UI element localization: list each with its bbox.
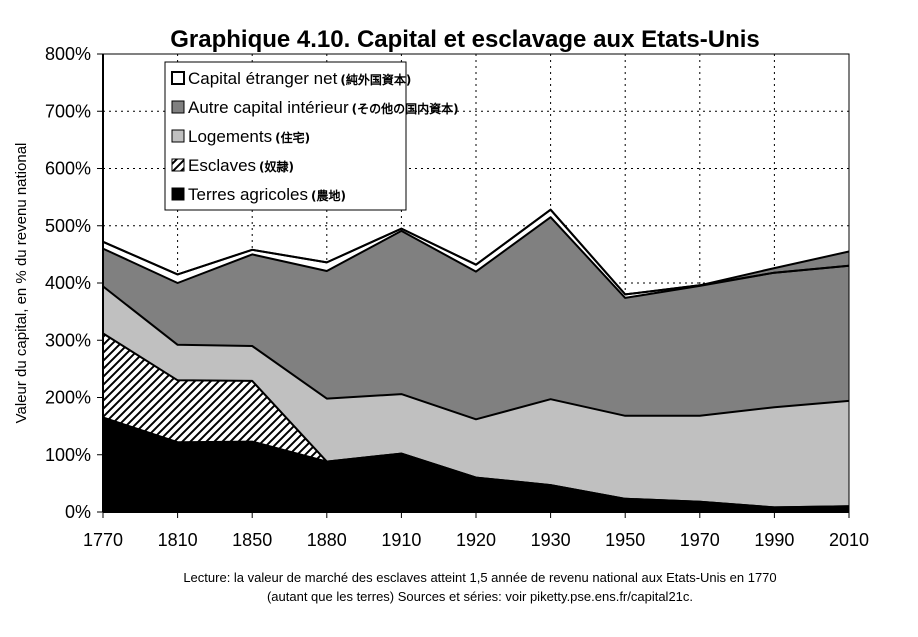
legend: Capital étranger net (純外国資本) Autre capital…: [164, 61, 459, 211]
sources-note: (autant que les terres) Sources et série…: [267, 589, 693, 604]
x-tick-label: 1910: [381, 530, 421, 550]
area-autre-capital-int-rieur: [103, 217, 849, 420]
legend-box: [164, 61, 407, 211]
y-axis-label: Valeur du capital, en % du revenu nation…: [13, 143, 30, 424]
area-terres-agricoles: [103, 417, 849, 512]
legend-entry: Esclaves (奴隷): [188, 156, 294, 175]
x-tick-label: 1920: [456, 530, 496, 550]
y-tick-labels: 0% 100% 200% 300% 400% 500% 600% 700% 800%: [45, 44, 103, 522]
legend-label: Logements: [188, 127, 272, 146]
y-tick-label: 0%: [65, 502, 91, 522]
legend-swatch: [171, 100, 185, 114]
y-tick-label: 100%: [45, 445, 91, 465]
chart-title: Graphique 4.10. Capital et esclavage aux…: [170, 26, 760, 53]
boundary-esclaves: [102, 332, 850, 509]
area-esclaves: [103, 333, 849, 508]
y-tick-label: 500%: [45, 216, 91, 236]
legend-swatch: [171, 158, 185, 172]
x-tick-label: 2010: [829, 530, 869, 550]
y-tick-label: 600%: [45, 159, 91, 179]
boundary-capital-tranger-net-n-gatif: [102, 208, 850, 296]
y-tick-label: 400%: [45, 273, 91, 293]
x-tick-label: 1950: [605, 530, 645, 550]
legend-entry: Capital étranger net (純外国資本): [188, 69, 411, 88]
legend-swatch: [171, 71, 185, 85]
legend-entry: Autre capital intérieur (その他の国内資本): [188, 98, 459, 117]
legend-label-jp: (住宅): [275, 130, 310, 145]
x-tick-label: 1810: [158, 530, 198, 550]
legend-label: Esclaves: [188, 156, 256, 175]
area-logements: [103, 286, 849, 508]
area-boundaries: [102, 208, 850, 509]
legend-label: Terres agricoles: [188, 185, 308, 204]
legend-label-jp: (農地): [311, 188, 346, 203]
x-tick-label: 1990: [754, 530, 794, 550]
x-tick-label: 1850: [232, 530, 272, 550]
x-tick-label: 1970: [680, 530, 720, 550]
legend-label: Capital étranger net: [188, 69, 338, 88]
legend-entry: Terres agricoles (農地): [188, 185, 346, 204]
boundary-logements: [102, 285, 850, 421]
legend-label: Autre capital intérieur: [188, 98, 349, 117]
x-tick-label: 1880: [307, 530, 347, 550]
area-layers: [103, 209, 849, 512]
reading-note: Lecture: la valeur de marché des esclave…: [183, 570, 776, 585]
legend-swatch: [171, 129, 185, 143]
legend-label-jp: (その他の国内資本): [352, 101, 459, 116]
y-tick-label: 300%: [45, 330, 91, 350]
x-tick-label: 1930: [531, 530, 571, 550]
y-tick-label: 800%: [45, 44, 91, 64]
y-tick-label: 700%: [45, 101, 91, 121]
legend-label-jp: (純外国資本): [340, 72, 411, 87]
legend-label-jp: (奴隷): [259, 159, 294, 174]
legend-entry: Logements (住宅): [188, 127, 310, 146]
x-tick-label: 1770: [83, 530, 123, 550]
y-tick-label: 200%: [45, 388, 91, 408]
x-tick-labels: 1770 1810 1850 1880 1910 1920 1930 1950 1970 1990…: [83, 512, 869, 550]
legend-swatch: [171, 187, 185, 201]
